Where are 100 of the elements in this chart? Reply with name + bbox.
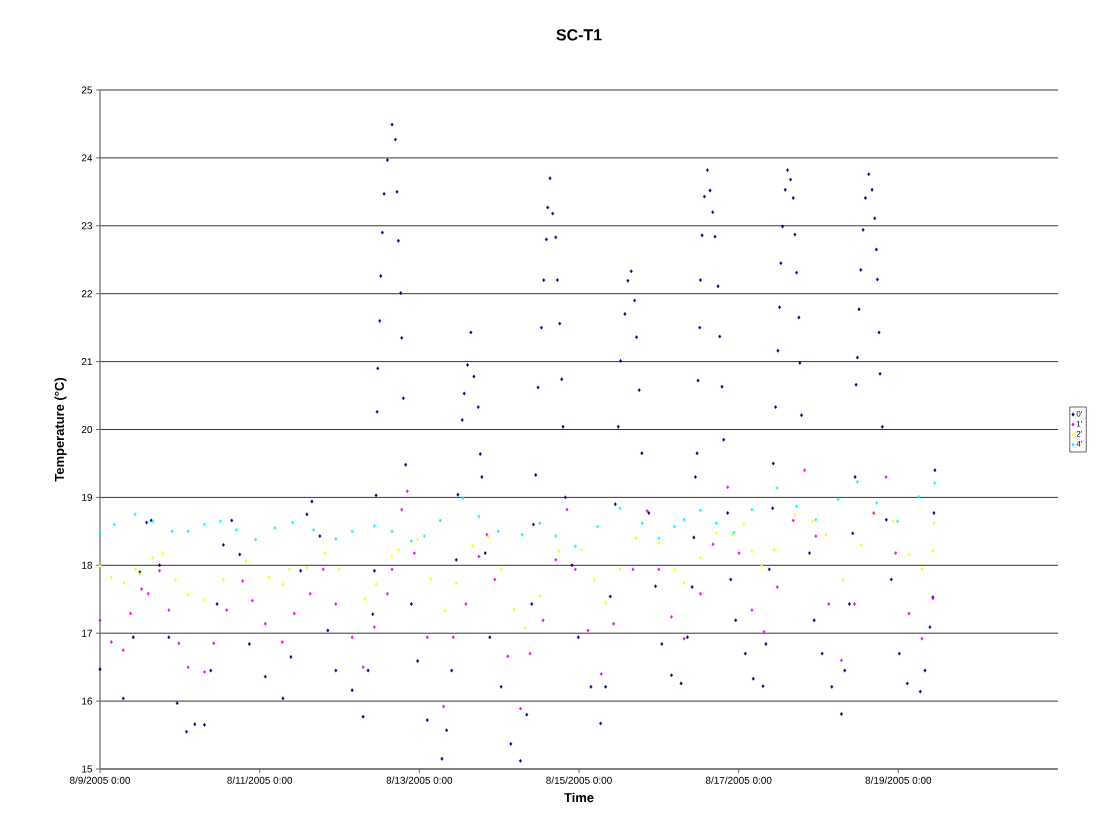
x-tick-label: 8/11/2005 0:00 [227, 776, 293, 784]
point [592, 577, 596, 582]
y-tick-label: 25 [81, 86, 93, 94]
point [795, 504, 799, 509]
point [750, 507, 754, 512]
point [855, 479, 859, 484]
point [604, 600, 608, 605]
point [98, 564, 102, 568]
point [760, 564, 764, 568]
point [422, 534, 426, 538]
point [409, 538, 413, 543]
point [875, 500, 879, 505]
point [682, 517, 686, 522]
point [170, 529, 174, 534]
point [133, 512, 137, 517]
point [772, 547, 776, 552]
point [350, 529, 354, 534]
point [109, 575, 113, 580]
point [580, 547, 584, 552]
point [523, 625, 527, 630]
y-tick-label: 22 [81, 290, 92, 298]
point [396, 547, 400, 552]
point [859, 543, 863, 547]
point [438, 518, 442, 523]
point [254, 537, 258, 542]
chart-title: SC-T1 [556, 29, 602, 41]
point [634, 536, 638, 541]
point [454, 581, 458, 585]
point [496, 529, 500, 534]
point [932, 521, 936, 526]
y-tick-label: 16 [82, 697, 93, 705]
point [112, 522, 116, 527]
point [305, 566, 309, 570]
point [288, 567, 292, 572]
point [133, 567, 137, 572]
point [933, 481, 937, 486]
x-tick-label: 8/9/2005 0:00 [69, 776, 131, 784]
x-tick-label: 8/19/2005 0:00 [865, 776, 932, 784]
point [538, 593, 542, 598]
x-tick-label: 8/15/2005 0:00 [546, 776, 612, 784]
point [520, 532, 524, 537]
point [557, 549, 561, 553]
point [714, 521, 718, 526]
y-tick-label: 20 [81, 425, 93, 434]
point [161, 551, 165, 555]
x-tick-label: 8/17/2005 0:00 [705, 776, 772, 784]
y-tick-label: 23 [81, 222, 93, 230]
point [931, 549, 935, 553]
x-tick-label: 8/13/2005 0:00 [386, 776, 453, 784]
point [337, 567, 341, 572]
point [891, 519, 895, 524]
point [429, 577, 433, 582]
y-tick-label: 21 [81, 358, 92, 366]
point [151, 555, 155, 560]
point [122, 581, 126, 585]
point [824, 532, 828, 537]
point [174, 577, 177, 582]
point [512, 607, 516, 612]
point [291, 520, 295, 525]
point [372, 524, 376, 528]
point [841, 577, 845, 582]
point [793, 513, 797, 517]
point [416, 537, 420, 542]
point [312, 528, 316, 532]
point [477, 514, 481, 519]
point [640, 521, 644, 526]
point [499, 567, 503, 572]
point [698, 508, 702, 513]
point [281, 582, 285, 587]
point [673, 567, 676, 572]
point [742, 522, 746, 527]
point [374, 582, 378, 587]
point [775, 486, 779, 490]
point [244, 559, 248, 564]
point [273, 526, 277, 530]
point [98, 530, 102, 535]
point [538, 521, 542, 526]
y-tick-label: 24 [81, 154, 93, 162]
point [234, 528, 238, 532]
point [836, 497, 840, 502]
y-tick-label: 18 [82, 561, 93, 569]
point [907, 552, 911, 557]
point [657, 541, 661, 545]
point [390, 529, 394, 534]
x-axis-title: Time [564, 792, 594, 803]
point [202, 598, 206, 602]
point [618, 506, 622, 511]
point [202, 522, 206, 527]
point [323, 551, 327, 555]
y-axis-title: Temperature (°C) [54, 378, 67, 482]
point [554, 534, 558, 538]
point [657, 536, 661, 541]
point [218, 519, 222, 524]
y-tick-label: 17 [82, 629, 92, 637]
point [896, 519, 900, 524]
point [573, 544, 577, 549]
point [682, 581, 686, 585]
point [750, 549, 754, 553]
y-tick-label: 15 [82, 765, 93, 773]
point [334, 536, 338, 541]
